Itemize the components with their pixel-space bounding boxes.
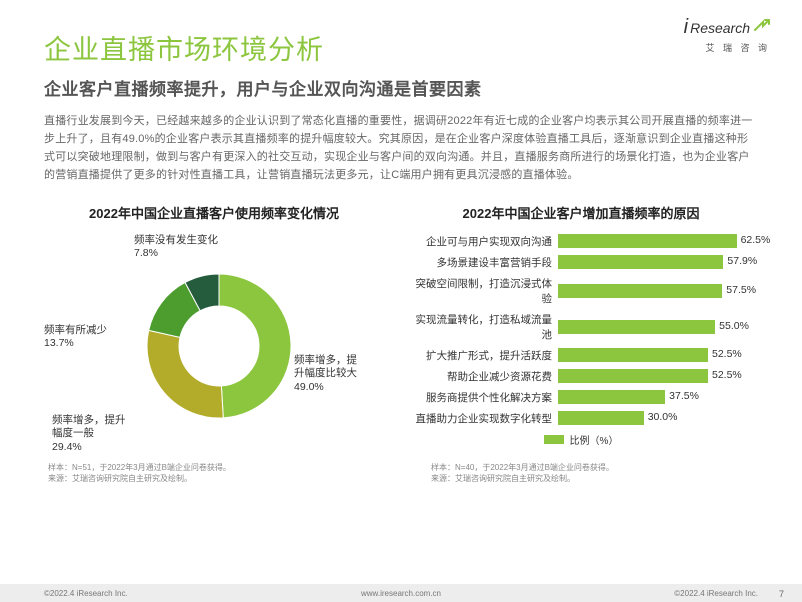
note-right-2: 来源：艾瑞咨询研究院自主研究及绘制。 xyxy=(431,473,754,484)
legend-swatch xyxy=(544,435,564,444)
bar-fill-6 xyxy=(558,390,665,404)
legend-label: 比例（%） xyxy=(570,432,619,447)
bar-fill-1 xyxy=(558,255,723,269)
bar-row-3: 实现流量转化，打造私域流量池 55.0% xyxy=(408,312,758,342)
bar-label-2: 突破空间限制，打造沉浸式体验 xyxy=(408,276,558,306)
bar-label-3: 实现流量转化，打造私域流量池 xyxy=(408,312,558,342)
bar-legend: 比例（%） xyxy=(404,432,758,447)
footer-left: ©2022.4 iResearch Inc. xyxy=(44,589,128,598)
bar-value-3: 55.0% xyxy=(719,320,749,332)
donut-title: 2022年中国企业直播客户使用频率变化情况 xyxy=(44,203,384,222)
bar-value-5: 52.5% xyxy=(712,369,742,381)
footer-right: ©2022.4 iResearch Inc. xyxy=(674,589,758,598)
bar-fill-4 xyxy=(558,348,708,362)
bar-row-5: 帮助企业减少资源花费 52.5% xyxy=(408,369,758,384)
bar-fill-7 xyxy=(558,411,644,425)
logo-text: Research xyxy=(690,20,750,36)
bar-row-4: 扩大推广形式，提升活跃度 52.5% xyxy=(408,348,758,363)
bar-row-0: 企业可与用户实现双向沟通 62.5% xyxy=(408,234,758,249)
bar-fill-5 xyxy=(558,369,708,383)
page-subtitle: 企业客户直播频率提升，用户与企业双向沟通是首要因素 xyxy=(44,75,758,100)
bar-row-7: 直播助力企业实现数字化转型 30.0% xyxy=(408,411,758,426)
body-paragraph: 直播行业发展到今天，已经越来越多的企业认识到了常态化直播的重要性，据调研2022… xyxy=(44,112,758,185)
logo: i Research 艾 瑞 咨 询 xyxy=(684,16,770,54)
bar-value-2: 57.5% xyxy=(726,284,756,296)
note-right-1: 样本：N=40，于2022年3月通过B端企业问卷获得。 xyxy=(431,462,754,473)
page-title: 企业直播市场环境分析 xyxy=(44,28,758,67)
bar-value-4: 52.5% xyxy=(712,348,742,360)
bar-label-5: 帮助企业减少资源花费 xyxy=(408,369,558,384)
bar-fill-2 xyxy=(558,284,722,298)
bar-label-1: 多场景建设丰富营销手段 xyxy=(408,255,558,270)
bar-row-6: 服务商提供个性化解决方案 37.5% xyxy=(408,390,758,405)
bar-fill-3 xyxy=(558,320,715,334)
bar-chart: 2022年中国企业客户增加直播频率的原因 企业可与用户实现双向沟通 62.5% … xyxy=(404,203,758,454)
logo-arrow-icon xyxy=(754,18,770,37)
bar-label-0: 企业可与用户实现双向沟通 xyxy=(408,234,558,249)
logo-subtitle: 艾 瑞 咨 询 xyxy=(684,41,770,54)
bar-value-7: 30.0% xyxy=(648,411,678,423)
source-notes: 样本：N=51，于2022年3月通过B端企业问卷获得。 来源：艾瑞咨询研究院自主… xyxy=(44,462,758,484)
bar-value-6: 37.5% xyxy=(669,390,699,402)
bar-title: 2022年中国企业客户增加直播频率的原因 xyxy=(404,203,758,222)
logo-i: i xyxy=(684,16,688,39)
donut-label-0: 频率增多，提升幅度比较大49.0% xyxy=(294,354,357,395)
donut-label-1: 频率增多，提升幅度一般29.4% xyxy=(52,414,126,455)
donut-label-3: 频率没有发生变化7.8% xyxy=(134,234,218,261)
page-footer: ©2022.4 iResearch Inc. www.iresearch.com… xyxy=(0,584,802,602)
footer-center: www.iresearch.com.cn xyxy=(361,589,441,598)
bar-fill-0 xyxy=(558,234,737,248)
bar-row-2: 突破空间限制，打造沉浸式体验 57.5% xyxy=(408,276,758,306)
bar-row-1: 多场景建设丰富营销手段 57.9% xyxy=(408,255,758,270)
bar-value-0: 62.5% xyxy=(741,234,771,246)
bar-label-7: 直播助力企业实现数字化转型 xyxy=(408,411,558,426)
donut-label-2: 频率有所减少13.7% xyxy=(44,324,107,351)
note-left-1: 样本：N=51，于2022年3月通过B端企业问卷获得。 xyxy=(48,462,371,473)
page-number: 7 xyxy=(779,589,784,599)
bar-label-4: 扩大推广形式，提升活跃度 xyxy=(408,348,558,363)
bar-label-6: 服务商提供个性化解决方案 xyxy=(408,390,558,405)
note-left-2: 来源：艾瑞咨询研究院自主研究及绘制。 xyxy=(48,473,371,484)
donut-chart: 2022年中国企业直播客户使用频率变化情况 频率增多，提升幅度比较大49.0% 频… xyxy=(44,203,384,454)
bar-value-1: 57.9% xyxy=(727,255,757,267)
